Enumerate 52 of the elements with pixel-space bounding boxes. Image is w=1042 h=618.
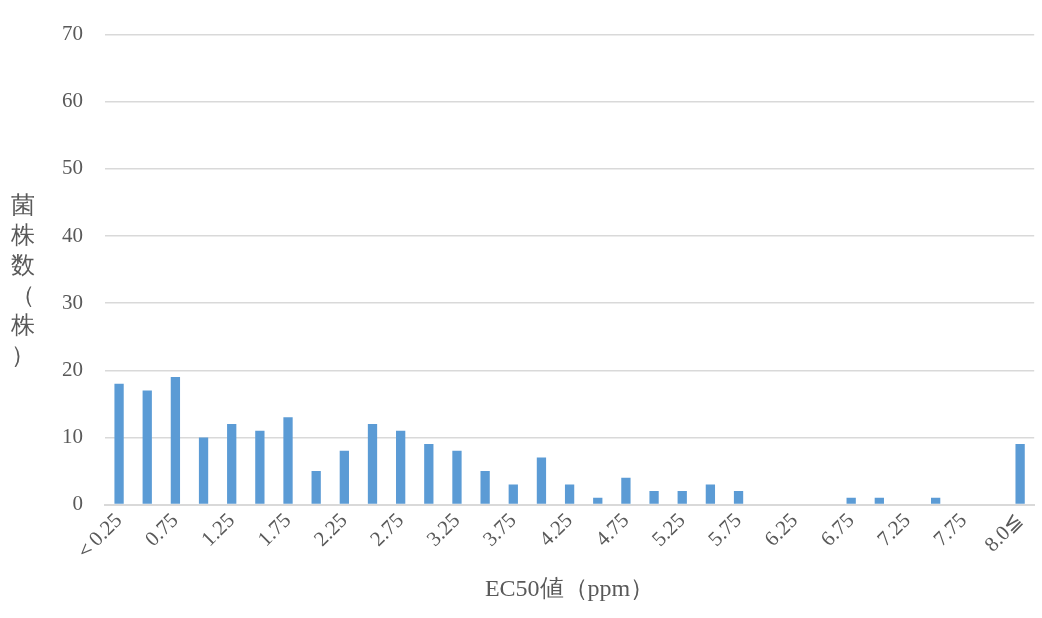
x-tick-label: 7.25 [871, 507, 915, 551]
x-tick-label: 4.25 [534, 507, 578, 551]
x-tick-label: 3.25 [421, 507, 465, 551]
x-tick-label: 5.75 [703, 507, 746, 551]
y-tick-label: 0 [72, 491, 83, 516]
x-axis-title: EC50値（ppm） [484, 574, 655, 601]
bar [227, 423, 237, 504]
bar [931, 497, 941, 504]
y-tick-label: 40 [62, 222, 83, 247]
x-tick-label: 7.75 [928, 507, 972, 551]
bar [255, 430, 265, 504]
bar [564, 484, 575, 504]
x-tick-label: 5.25 [646, 507, 690, 551]
bar [367, 423, 378, 504]
bar [198, 437, 209, 504]
x-tick-label: 0.75 [139, 507, 183, 551]
bar [283, 417, 293, 504]
bar [649, 491, 659, 504]
bar [170, 376, 181, 504]
bar [142, 390, 152, 504]
y-tick-label: 50 [62, 155, 83, 180]
bar [705, 484, 716, 504]
bar [396, 430, 406, 504]
y-tick-label: 70 [62, 21, 83, 46]
x-tick-label: 6.75 [815, 507, 859, 551]
x-tick-label: 2.75 [365, 507, 409, 551]
x-tick-label: 6.25 [759, 507, 803, 551]
x-tick-label: 4.75 [590, 507, 634, 551]
bar [846, 497, 856, 504]
x-tick-label: 3.75 [477, 507, 521, 551]
y-tick-label: 30 [62, 289, 83, 314]
x-tick-label: 2.25 [308, 507, 352, 551]
y-axis-title: 菌株数（株） [10, 191, 36, 370]
y-tick-label: 10 [62, 423, 83, 448]
bar [114, 383, 124, 504]
x-tick-label: 1.75 [252, 507, 296, 551]
bar [1015, 444, 1025, 504]
bar [536, 457, 547, 504]
bar [424, 444, 434, 504]
bar [452, 450, 462, 504]
bar [677, 491, 687, 504]
x-tick-label: 1.25 [196, 507, 240, 551]
y-tick-label: 60 [62, 88, 83, 113]
bar [339, 450, 349, 504]
bar [593, 497, 603, 504]
bar [480, 470, 490, 504]
bar [311, 470, 321, 504]
bar [621, 477, 631, 504]
y-tick-label: 20 [62, 356, 83, 381]
bar [508, 484, 518, 504]
bar [733, 491, 744, 504]
bar [874, 497, 884, 504]
